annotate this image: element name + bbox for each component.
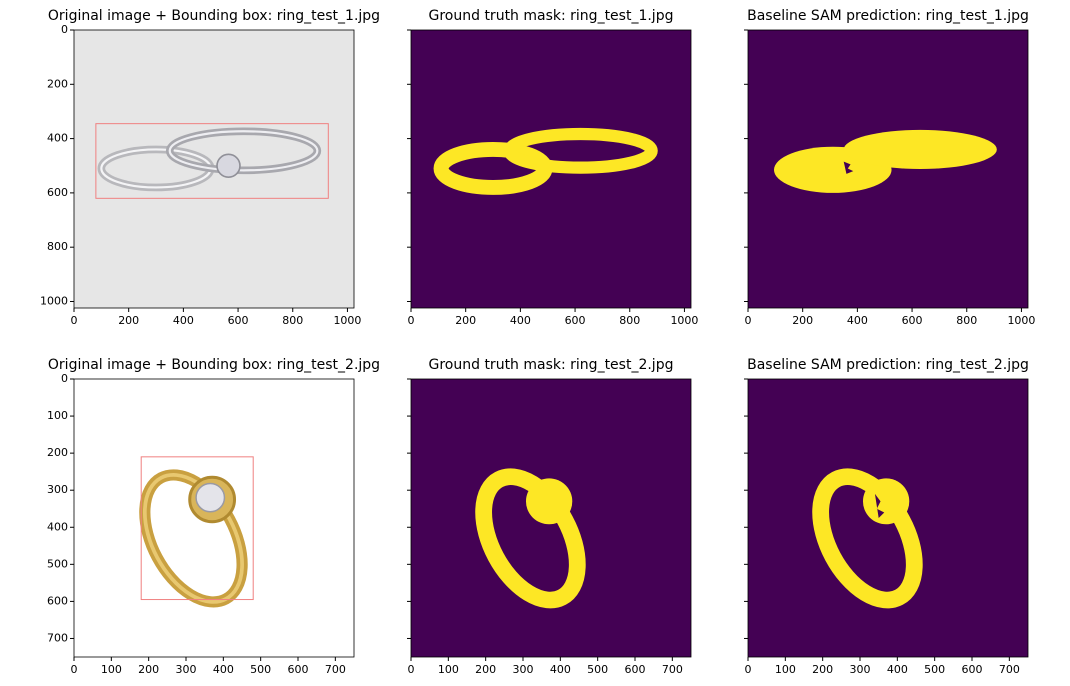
x-tick-label: 400 (550, 663, 571, 676)
panel-title: Ground truth mask: ring_test_1.jpg (429, 8, 674, 24)
pred-hole (843, 161, 854, 174)
x-tick-label: 800 (619, 314, 640, 327)
ring (168, 130, 319, 172)
y-tick-label: 400 (47, 520, 68, 533)
panel-title: Original image + Bounding box: ring_test… (48, 357, 380, 373)
x-tick-label: 1000 (670, 314, 698, 327)
x-tick-label: 100 (438, 663, 459, 676)
pred-hole (874, 493, 885, 518)
x-tick-label: 100 (775, 663, 796, 676)
y-tick-label: 700 (47, 631, 68, 644)
mask-head (525, 478, 573, 525)
x-tick-label: 500 (250, 663, 271, 676)
axes-frame (410, 29, 692, 309)
x-tick-label: 200 (118, 314, 139, 327)
x-tick-label: 600 (962, 663, 983, 676)
y-tick-label: 800 (47, 240, 68, 253)
panel-image (74, 30, 355, 308)
panel-title: Baseline SAM prediction: ring_test_1.jpg (747, 8, 1029, 24)
panel-title: Baseline SAM prediction: ring_test_2.jpg (747, 357, 1029, 373)
axes-frame (747, 29, 1029, 309)
panel-image (748, 379, 1028, 657)
x-tick-label: 600 (228, 314, 249, 327)
x-tick-label: 800 (282, 314, 303, 327)
x-tick-label: 600 (902, 314, 923, 327)
y-tick-label: 300 (47, 483, 68, 496)
x-tick-label: 700 (999, 663, 1020, 676)
pred-fill (843, 129, 997, 169)
x-tick-label: 0 (408, 663, 415, 676)
x-tick-label: 700 (325, 663, 346, 676)
x-tick-label: 400 (847, 314, 868, 327)
x-tick-label: 500 (587, 663, 608, 676)
x-tick-label: 700 (662, 663, 683, 676)
x-tick-label: 200 (812, 663, 833, 676)
x-tick-label: 100 (101, 663, 122, 676)
axes-frame (747, 378, 1029, 658)
axes-frame (73, 378, 355, 658)
x-tick-label: 1000 (1007, 314, 1035, 327)
axes-frame (73, 29, 355, 309)
x-tick-label: 300 (513, 663, 534, 676)
panel-image (748, 30, 1028, 308)
y-tick-label: 1000 (40, 294, 68, 307)
stone (216, 153, 241, 178)
x-tick-label: 1000 (333, 314, 361, 327)
x-tick-label: 0 (408, 314, 415, 327)
panel-title: Original image + Bounding box: ring_test… (48, 8, 380, 24)
x-tick-label: 0 (745, 314, 752, 327)
mask-ring (503, 127, 658, 174)
axes-frame (410, 378, 692, 658)
y-tick-label: 200 (47, 77, 68, 90)
panel-image (74, 379, 354, 657)
x-tick-label: 400 (887, 663, 908, 676)
x-tick-label: 300 (850, 663, 871, 676)
ring (142, 473, 244, 604)
bounding-box (95, 123, 329, 199)
x-tick-label: 0 (745, 663, 752, 676)
mask-ring (475, 468, 586, 609)
panel-title: Ground truth mask: ring_test_2.jpg (429, 357, 674, 373)
y-tick-label: 600 (47, 186, 68, 199)
y-tick-label: 600 (47, 594, 68, 607)
mask-head (862, 478, 910, 525)
x-tick-label: 200 (475, 663, 496, 676)
y-tick-label: 100 (47, 409, 68, 422)
y-tick-label: 400 (47, 132, 68, 145)
y-tick-label: 0 (61, 23, 68, 36)
x-tick-label: 600 (565, 314, 586, 327)
x-tick-label: 200 (138, 663, 159, 676)
x-tick-label: 0 (71, 663, 78, 676)
x-tick-label: 200 (455, 314, 476, 327)
x-tick-label: 800 (956, 314, 977, 327)
mask-ring (812, 468, 923, 609)
x-tick-label: 600 (288, 663, 309, 676)
x-tick-label: 500 (924, 663, 945, 676)
x-tick-label: 400 (173, 314, 194, 327)
x-tick-label: 300 (176, 663, 197, 676)
bounding-box (140, 456, 254, 601)
x-tick-label: 0 (71, 314, 78, 327)
x-tick-label: 400 (510, 314, 531, 327)
y-tick-label: 200 (47, 446, 68, 459)
panel-image (411, 30, 691, 308)
x-tick-label: 600 (625, 663, 646, 676)
x-tick-label: 400 (213, 663, 234, 676)
panel-image (411, 379, 691, 657)
x-tick-label: 200 (792, 314, 813, 327)
y-tick-label: 0 (61, 372, 68, 385)
y-tick-label: 500 (47, 557, 68, 570)
stone (195, 482, 226, 513)
